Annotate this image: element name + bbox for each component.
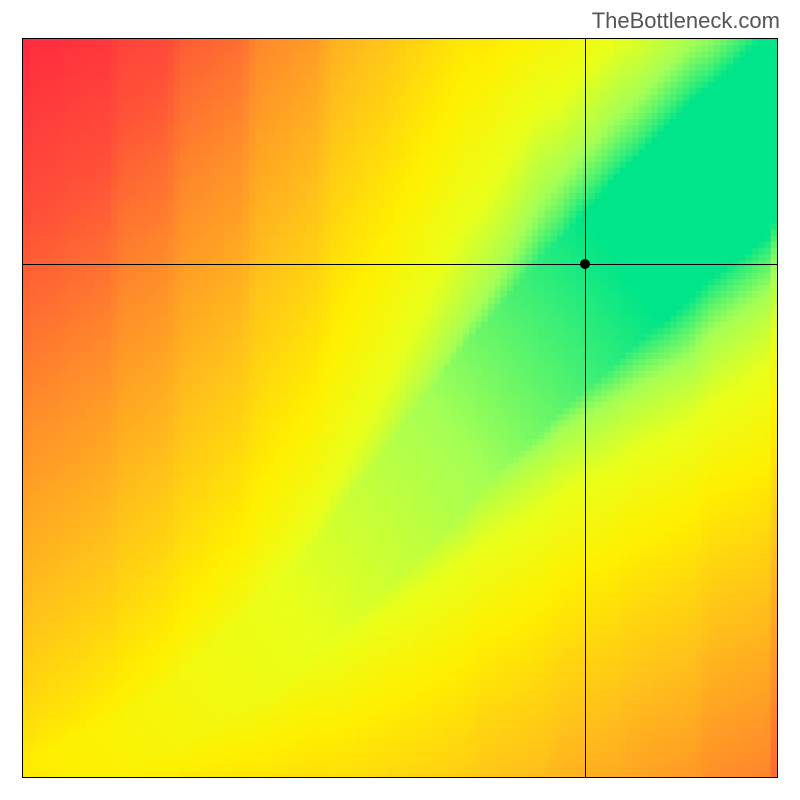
crosshair-horizontal bbox=[23, 264, 777, 265]
crosshair-vertical bbox=[585, 39, 586, 777]
watermark-text: TheBottleneck.com bbox=[592, 8, 780, 34]
heatmap-canvas bbox=[23, 39, 777, 777]
crosshair-marker bbox=[580, 259, 590, 269]
chart-container: TheBottleneck.com bbox=[0, 0, 800, 800]
plot-area bbox=[22, 38, 778, 778]
